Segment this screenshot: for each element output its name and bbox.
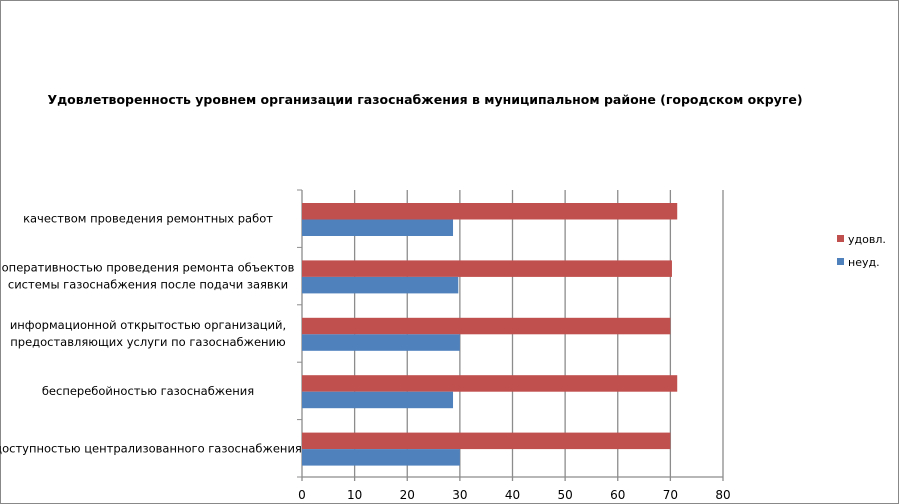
x-tick-label: 80 (715, 488, 730, 502)
x-tick-label: 20 (400, 488, 415, 502)
bar-neud (302, 276, 459, 294)
bar-udovl (302, 203, 678, 220)
bar-udovl (302, 375, 678, 392)
category-label: бесперебойностью газоснабжения (42, 384, 254, 398)
x-tick-label: 10 (347, 488, 362, 502)
category-label: информационной открытостью организаций, (10, 318, 286, 332)
bar-udovl (302, 260, 672, 277)
bar-udovl (302, 432, 671, 450)
x-tick-label: 40 (505, 488, 520, 502)
x-tick-label: 70 (663, 488, 678, 502)
x-tick-label: 50 (557, 488, 572, 502)
x-tick-label: 30 (452, 488, 467, 502)
category-label: качеством проведения ремонтных работ (23, 212, 273, 226)
bar-neud (302, 219, 454, 236)
chart-title: Удовлетворенность уровнем организации га… (47, 92, 802, 107)
x-tick-label: 60 (610, 488, 625, 502)
x-tick-label: 0 (298, 488, 306, 502)
category-label: доступностью централизованного газоснабж… (0, 441, 302, 455)
bar-neud (302, 334, 460, 351)
legend-label: неуд. (848, 256, 880, 269)
legend-swatch (837, 235, 844, 242)
legend-label: удовл. (848, 233, 886, 246)
legend-swatch (837, 258, 844, 265)
category-label: оперативностью проведения ремонта объект… (2, 261, 295, 275)
bar-udovl (302, 317, 671, 335)
bar-neud (302, 449, 460, 466)
category-label: системы газоснабжения после подачи заявк… (8, 278, 288, 292)
category-label: предоставляющих услуги по газоснабжению (10, 335, 286, 349)
bar-neud (302, 391, 454, 409)
